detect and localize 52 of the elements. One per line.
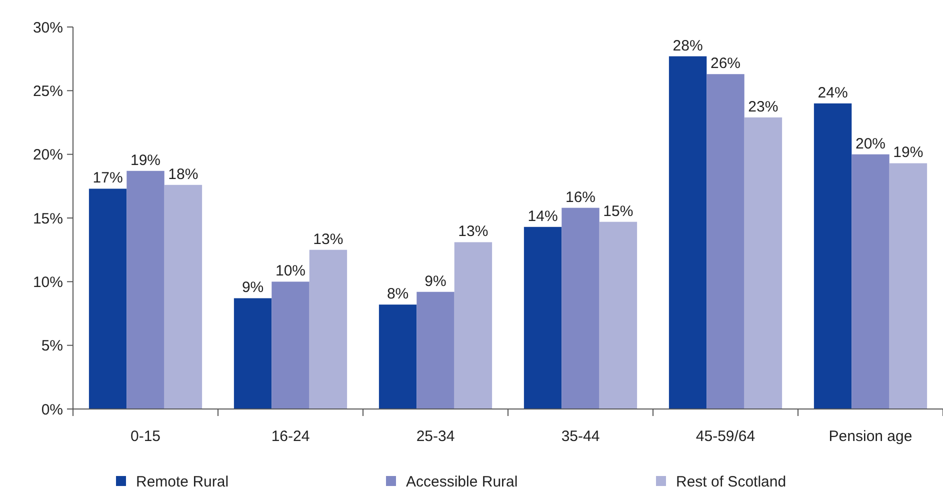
x-tick-label: 0-15 (130, 428, 161, 445)
x-tick-label: 45-59/64 (696, 428, 756, 445)
bar (599, 222, 638, 409)
data-label: 15% (603, 202, 634, 220)
data-label: 18% (168, 166, 198, 183)
data-label: 23% (748, 98, 778, 116)
bar (814, 103, 852, 409)
data-label: 28% (672, 37, 703, 54)
data-label: 26% (710, 55, 741, 72)
x-tick-label: Pension age (828, 428, 912, 445)
bar (524, 226, 562, 409)
y-tick-label: 5% (41, 338, 63, 355)
x-tick-label: 25-34 (416, 428, 455, 445)
bar (234, 298, 272, 409)
legend-label: Remote Rural (136, 473, 229, 490)
data-label: 17% (92, 170, 123, 187)
bar (272, 282, 310, 409)
bar (309, 250, 348, 409)
x-tick-label: 35-44 (561, 428, 600, 445)
data-label: 14% (528, 208, 558, 225)
data-label: 19% (893, 144, 924, 162)
y-tick-label: 30% (32, 19, 63, 36)
bar (454, 242, 492, 409)
data-label: 24% (818, 84, 848, 102)
bar (706, 74, 744, 409)
data-label: 9% (424, 272, 446, 290)
data-label: 13% (458, 223, 488, 240)
y-tick-label: 0% (41, 401, 63, 418)
bar (889, 163, 928, 409)
bar (562, 208, 600, 409)
bar (126, 170, 164, 409)
legend-label: Rest of Scotland (676, 473, 786, 490)
bar (744, 117, 782, 409)
data-label: 9% (242, 279, 264, 296)
legend-label: Accessible Rural (406, 473, 518, 490)
data-label: 19% (130, 152, 161, 169)
y-tick-label: 20% (32, 146, 63, 164)
bar (852, 154, 890, 409)
bar (378, 304, 417, 409)
y-tick-label: 10% (32, 274, 63, 291)
bar (668, 56, 707, 409)
y-tick-label: 15% (32, 210, 63, 228)
bar (416, 292, 454, 409)
data-label: 10% (275, 262, 306, 280)
x-tick-label: 16-24 (271, 428, 310, 445)
bar (88, 188, 127, 409)
data-label: 13% (313, 230, 344, 248)
bar (164, 184, 202, 409)
data-label: 16% (565, 188, 596, 206)
data-label: 8% (386, 286, 409, 303)
data-label: 20% (855, 135, 886, 152)
y-tick-label: 25% (32, 82, 63, 100)
